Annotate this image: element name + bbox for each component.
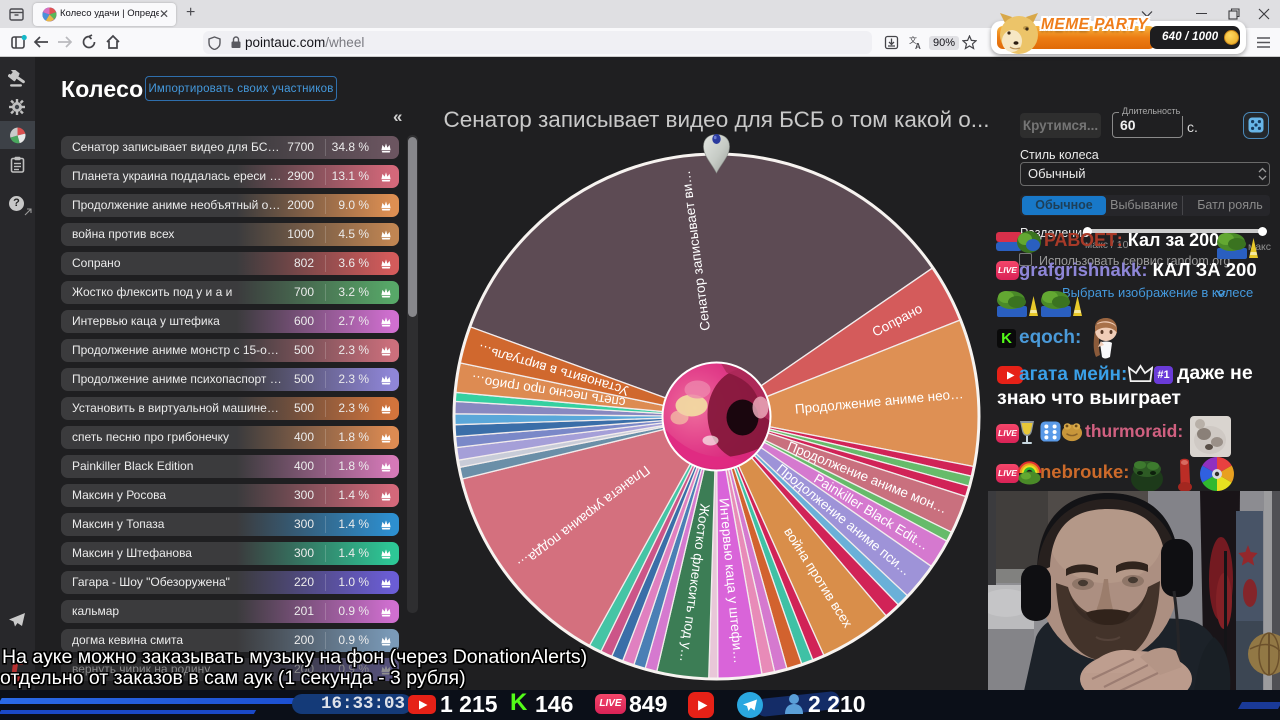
svg-text:A: A [915,42,921,50]
svg-text:文: 文 [909,35,917,45]
